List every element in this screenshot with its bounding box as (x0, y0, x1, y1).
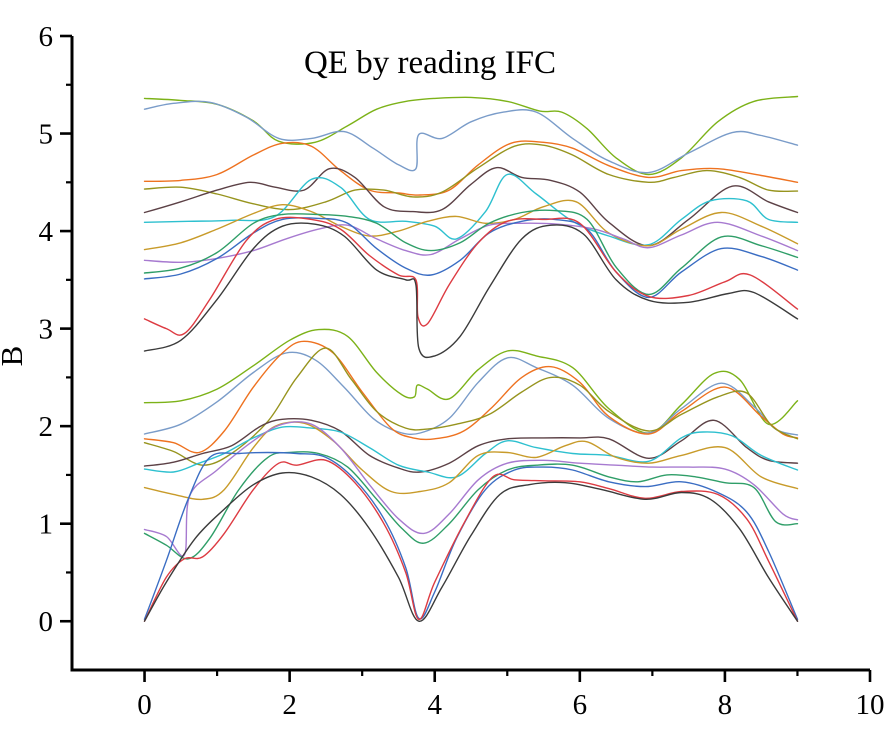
x-tick-label: 8 (718, 689, 733, 721)
series-upper-goldenrod (143, 199, 799, 251)
y-tick-label: 1 (39, 509, 54, 541)
y-axis-label: B (0, 346, 29, 367)
series-lower-violet (143, 420, 799, 557)
series-lower-black (143, 471, 799, 622)
y-tick-label: 0 (39, 606, 54, 638)
x-tick-label: 6 (573, 689, 588, 721)
series-lower-blue (143, 451, 799, 620)
series-upper-green (143, 95, 799, 176)
series-upper-cyan (143, 173, 799, 246)
y-tick-label: 3 (39, 314, 54, 346)
series-upper-wine (143, 166, 799, 247)
y-tick-label: 6 (39, 21, 54, 53)
x-tick-label: 10 (856, 689, 885, 721)
y-tick-label: 2 (39, 411, 54, 443)
series-lower-seagreen (143, 451, 799, 560)
series-lower-cyan (143, 425, 799, 479)
series-upper-red (143, 216, 799, 336)
series-lower-orange (143, 340, 799, 454)
series-upper-steelblue (143, 100, 799, 174)
x-tick-label: 4 (427, 689, 442, 721)
series-upper-seagreen (143, 209, 799, 296)
chart-title: QE by reading IFC (304, 45, 556, 81)
series-lower-red (143, 458, 799, 622)
series-upper-orange (143, 140, 799, 196)
axes: 0 1 2 3 4 5 6 0 2 4 6 8 10 (39, 21, 885, 721)
series-lower-olive (143, 347, 799, 466)
series-lower-goldenrod (143, 421, 799, 501)
series-upper-olive (143, 143, 799, 211)
series-lines (143, 95, 799, 622)
x-tick-label: 0 (137, 689, 152, 721)
series-upper-violet (143, 221, 799, 264)
series-lower-green (143, 328, 799, 434)
y-tick-label: 5 (39, 119, 54, 151)
series-lower-steelblue (143, 351, 799, 436)
series-upper-blue (143, 217, 799, 299)
x-tick-label: 2 (282, 689, 297, 721)
y-tick-label: 4 (39, 216, 54, 248)
series-upper-black (143, 222, 799, 359)
